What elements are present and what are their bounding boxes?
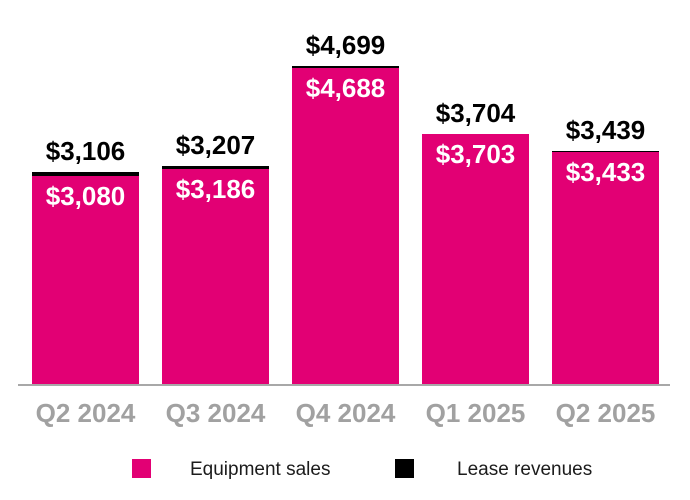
total-value-label: $3,704 — [435, 98, 516, 128]
equipment-sales-segment[interactable]: $4,688 — [292, 68, 399, 384]
legend: Equipment sales Lease revenues — [0, 458, 690, 482]
bar-group-q4-2024: $4,699 $4,688 Q4 2024 — [292, 0, 399, 427]
total-value-label: $3,207 — [175, 130, 256, 160]
bar-stack[interactable]: $3,703 — [422, 134, 529, 384]
legend-label-lease-revenues[interactable]: Lease revenues — [457, 459, 593, 480]
lease-revenues-legend-swatch[interactable] — [395, 459, 414, 478]
lease-revenues-segment[interactable] — [162, 166, 269, 169]
bar-group-q2-2025: $3,439 $3,433 Q2 2025 — [552, 0, 659, 427]
total-value-label: $3,439 — [565, 115, 646, 145]
bar-group-q2-2024: $3,106 $3,080 Q2 2024 — [32, 0, 139, 427]
bar-stack[interactable]: $3,433 — [552, 151, 659, 384]
x-axis-label: Q1 2025 — [425, 398, 526, 428]
equipment-value-label: $3,703 — [435, 139, 516, 169]
x-axis-label: Q3 2024 — [165, 398, 266, 428]
total-value-label: $4,699 — [305, 30, 386, 60]
x-axis-label: Q2 2024 — [35, 398, 136, 428]
equipment-value-label: $3,080 — [45, 181, 126, 211]
lease-revenues-segment[interactable] — [552, 151, 659, 152]
lease-revenues-segment[interactable] — [292, 66, 399, 68]
x-axis-line — [18, 384, 670, 386]
total-value-label: $3,106 — [45, 136, 126, 166]
legend-label-equipment-sales[interactable]: Equipment sales — [190, 459, 331, 480]
x-axis-label: Q4 2024 — [295, 398, 396, 428]
equipment-value-label: $3,186 — [175, 174, 256, 204]
equipment-sales-segment[interactable]: $3,186 — [162, 169, 269, 384]
equipment-sales-segment[interactable]: $3,433 — [552, 152, 659, 384]
equipment-sales-segment[interactable]: $3,080 — [32, 176, 139, 384]
equipment-sales-legend-swatch[interactable] — [132, 459, 151, 478]
bar-group-q3-2024: $3,207 $3,186 Q3 2024 — [162, 0, 269, 427]
bar-group-q1-2025: $3,704 $3,703 Q1 2025 — [422, 0, 529, 427]
bar-stack[interactable]: $4,688 — [292, 66, 399, 384]
bar-stack[interactable]: $3,186 — [162, 166, 269, 384]
lease-revenues-segment[interactable] — [32, 172, 139, 176]
x-axis-label: Q2 2025 — [555, 398, 656, 428]
bar-stack[interactable]: $3,080 — [32, 172, 139, 384]
equipment-sales-segment[interactable]: $3,703 — [422, 134, 529, 384]
equipment-value-label: $4,688 — [305, 73, 386, 103]
equipment-value-label: $3,433 — [565, 157, 646, 187]
